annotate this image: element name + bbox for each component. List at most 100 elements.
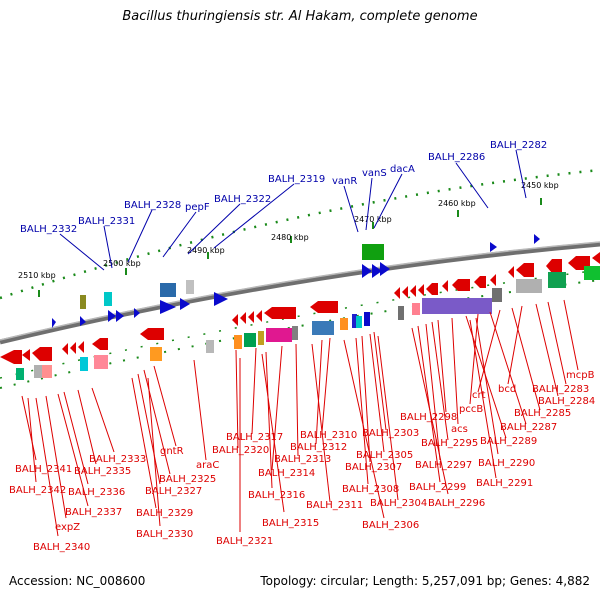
leader-line [251, 347, 257, 435]
leader-line [365, 177, 373, 231]
gene-arrow [180, 298, 190, 310]
leader-line [193, 359, 207, 461]
gene-label: BALH_2285 [514, 408, 571, 419]
gene-label: BALH_2327 [145, 486, 202, 497]
leader-line [437, 319, 447, 413]
gene-label: BALH_2286 [428, 152, 485, 163]
category-box [80, 295, 86, 309]
leader-line [411, 327, 449, 495]
leader-line [261, 353, 285, 513]
category-box [362, 244, 384, 260]
category-box [340, 318, 348, 330]
category-box [150, 347, 162, 361]
gene-label: BALH_2335 [74, 466, 131, 477]
gene-label: BALH_2289 [480, 436, 537, 447]
gene-label: mcpB [566, 370, 595, 381]
leader-line [343, 185, 359, 233]
gene-arrow [508, 266, 514, 278]
gene-arrow [116, 310, 124, 322]
gene-arrow [362, 264, 372, 278]
gene-label: BALH_2305 [356, 450, 413, 461]
bottom-gene-labels: mcpB BALH_2283 BALH_2284 bcd BALH_2285 c… [9, 370, 595, 553]
category-box [292, 326, 298, 340]
gene-label: BALH_2290 [478, 458, 535, 469]
accession-text: Accession: NC_008600 [9, 574, 146, 588]
gene-label: pccB [459, 404, 483, 415]
major-tick [457, 210, 459, 217]
leader-line [127, 209, 153, 263]
leader-line [489, 311, 527, 425]
leader-line [77, 389, 97, 465]
category-box [584, 266, 600, 280]
gene-label: BALH_2331 [78, 216, 135, 227]
major-ticks [38, 198, 542, 297]
gene-arrow [0, 350, 22, 364]
scale-label: 2460 kbp [438, 199, 476, 208]
gene-arrow [546, 259, 562, 273]
major-tick [290, 236, 292, 243]
gene-label: BALH_2283 [532, 384, 589, 395]
gene-arrow [372, 264, 382, 278]
leader-line [153, 365, 177, 447]
leader-line [455, 162, 489, 209]
gene-label: gntR [160, 446, 184, 457]
category-box [160, 283, 176, 297]
gene-arrow [80, 316, 86, 326]
leader-line [355, 337, 369, 485]
leader-line [547, 301, 567, 385]
leader-line [137, 373, 161, 485]
gene-arrow [256, 310, 262, 322]
gene-label: acs [451, 424, 468, 435]
gene-arrow [62, 343, 68, 355]
leader-line [311, 343, 331, 503]
gene-label: BALH_2330 [136, 529, 193, 540]
gene-label: BALH_2332 [20, 224, 77, 235]
gene-label: BALH_2287 [500, 422, 557, 433]
scale-labels: 2450 kbp 2460 kbp 2470 kbp 2480 kbp 2490… [18, 181, 559, 280]
category-box [16, 368, 24, 380]
leader-line [417, 325, 441, 483]
category-box [42, 365, 52, 378]
gene-arrow [426, 283, 438, 295]
leader-line [295, 343, 299, 457]
gene-arrow [310, 301, 338, 313]
top-gene-labels: BALH_2332 BALH_2331 BALH_2328 pepF BALH_… [20, 140, 547, 235]
category-box [186, 280, 194, 294]
category-box [234, 335, 242, 349]
scale-label: 2480 kbp [271, 233, 309, 242]
gene-arrow [452, 279, 470, 291]
leader-line [373, 173, 403, 229]
category-box [104, 292, 112, 306]
leader-line [162, 211, 197, 258]
gene-label: BALH_2313 [274, 454, 331, 465]
gene-arrow [232, 314, 238, 326]
gene-label: BALH_2295 [421, 438, 478, 449]
gene-label: BALH_2333 [89, 454, 146, 465]
gene-arrow [140, 328, 164, 340]
category-box [548, 272, 566, 288]
gene-label: BALH_2316 [248, 490, 305, 501]
category-box [516, 279, 542, 293]
gene-label: araC [196, 460, 219, 471]
gene-label: BALH_2340 [33, 542, 90, 553]
top-leader-lines [59, 149, 527, 271]
leader-line [271, 345, 283, 471]
category-box [398, 306, 404, 320]
leader-line [213, 183, 295, 249]
gene-arrow [474, 276, 486, 288]
leader-line [235, 349, 239, 449]
lower-dotted-arc-2 [0, 269, 600, 379]
gene-arrow [248, 311, 254, 323]
gene-label: BALH_2317 [226, 432, 283, 443]
leader-line [511, 307, 541, 411]
gene-arrow [240, 312, 246, 324]
gene-arrow [70, 342, 76, 354]
category-box [94, 355, 108, 369]
gene-box [364, 312, 370, 326]
gene-label: BALH_2303 [362, 428, 419, 439]
leader-line [131, 377, 157, 509]
leader-line [361, 335, 371, 463]
leader-line [45, 395, 67, 519]
gene-label: BALH_2284 [538, 396, 595, 407]
